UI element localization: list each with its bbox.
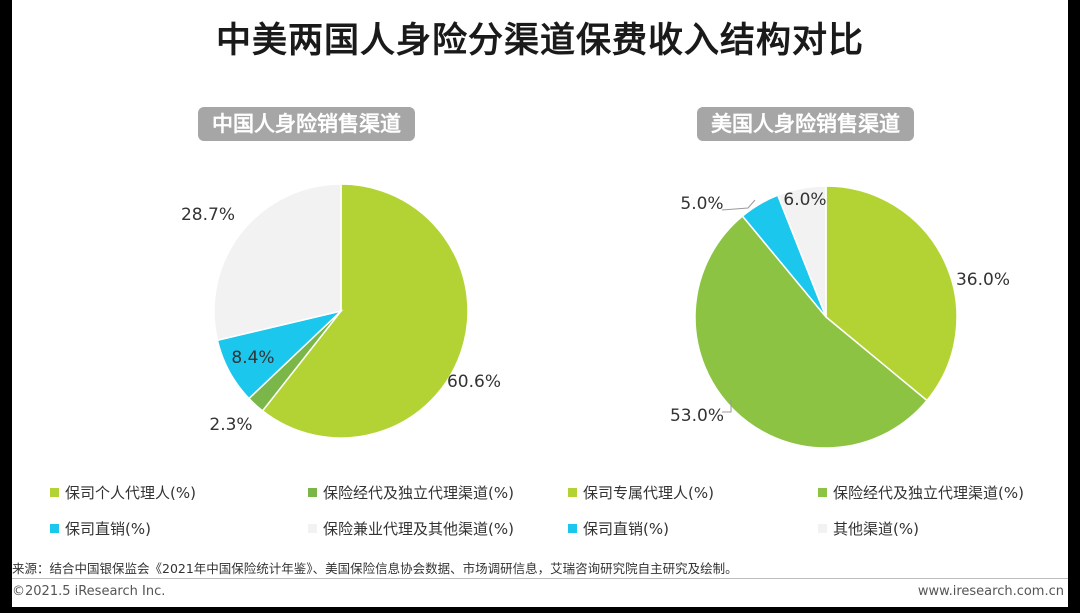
us-data-label-0: 36.0% [956,270,1010,290]
legend-swatch [568,488,577,497]
legend-label: 其他渠道(%) [833,520,919,538]
us-slice-3 [776,185,827,318]
legend-item: 其他渠道(%) [818,518,919,540]
us-slice-0 [825,185,958,402]
legend-swatch [308,524,317,533]
china-slice-0 [261,183,469,439]
legend-item: 保司专属代理人(%) [568,482,714,504]
legend-swatch [308,488,317,497]
legend-swatch [818,488,827,497]
china-slice-3 [213,183,342,342]
china-data-label-3: 28.7% [181,205,235,225]
legend-item: 保险经代及独立代理渠道(%) [308,482,514,504]
us-leader-line-1 [721,199,756,211]
china-chart-title: 中国人身险销售渠道 [198,107,415,141]
legend-item: 保司直销(%) [568,518,669,540]
legend-label: 保司个人代理人(%) [65,484,196,502]
source-note: 来源：结合中国银保监会《2021年中国保险统计年鉴》、美国保险信息协会数据、市场… [12,561,738,576]
legend-label: 保险经代及独立代理渠道(%) [323,484,514,502]
copyright: ©2021.5 iResearch Inc. [12,584,166,599]
left-frame-border [0,0,12,613]
legend-item: 保险经代及独立代理渠道(%) [818,482,1024,504]
us-data-label-3: 6.0% [783,190,826,210]
legend-item: 保司直销(%) [50,518,151,540]
page-title: 中美两国人身险分渠道保费收入结构对比 [215,21,864,61]
us-leader-line-0 [722,400,732,413]
china-data-label-0: 60.6% [447,372,501,392]
us-data-label-1: 53.0% [670,406,724,426]
website-url: www.iresearch.com.cn [917,584,1064,599]
bottom-frame-border [0,607,1080,613]
us-slice-1 [694,215,928,449]
legend-label: 保险兼业代理及其他渠道(%) [323,520,514,538]
legend-swatch [50,488,59,497]
legend-label: 保司直销(%) [583,520,669,538]
us-data-label-2: 5.0% [680,194,723,214]
legend-item: 保司个人代理人(%) [50,482,196,504]
legend-label: 保司专属代理人(%) [583,484,714,502]
right-frame-border [1068,0,1080,613]
china-data-label-2: 8.4% [231,348,274,368]
legend-item: 保险兼业代理及其他渠道(%) [308,518,514,540]
china-data-label-1: 2.3% [209,415,252,435]
legend-label: 保险经代及独立代理渠道(%) [833,484,1024,502]
legend-swatch [818,524,827,533]
us-chart-title: 美国人身险销售渠道 [697,107,914,141]
legend-label: 保司直销(%) [65,520,151,538]
legend-swatch [568,524,577,533]
legend-swatch [50,524,59,533]
footer-divider [12,578,1068,579]
